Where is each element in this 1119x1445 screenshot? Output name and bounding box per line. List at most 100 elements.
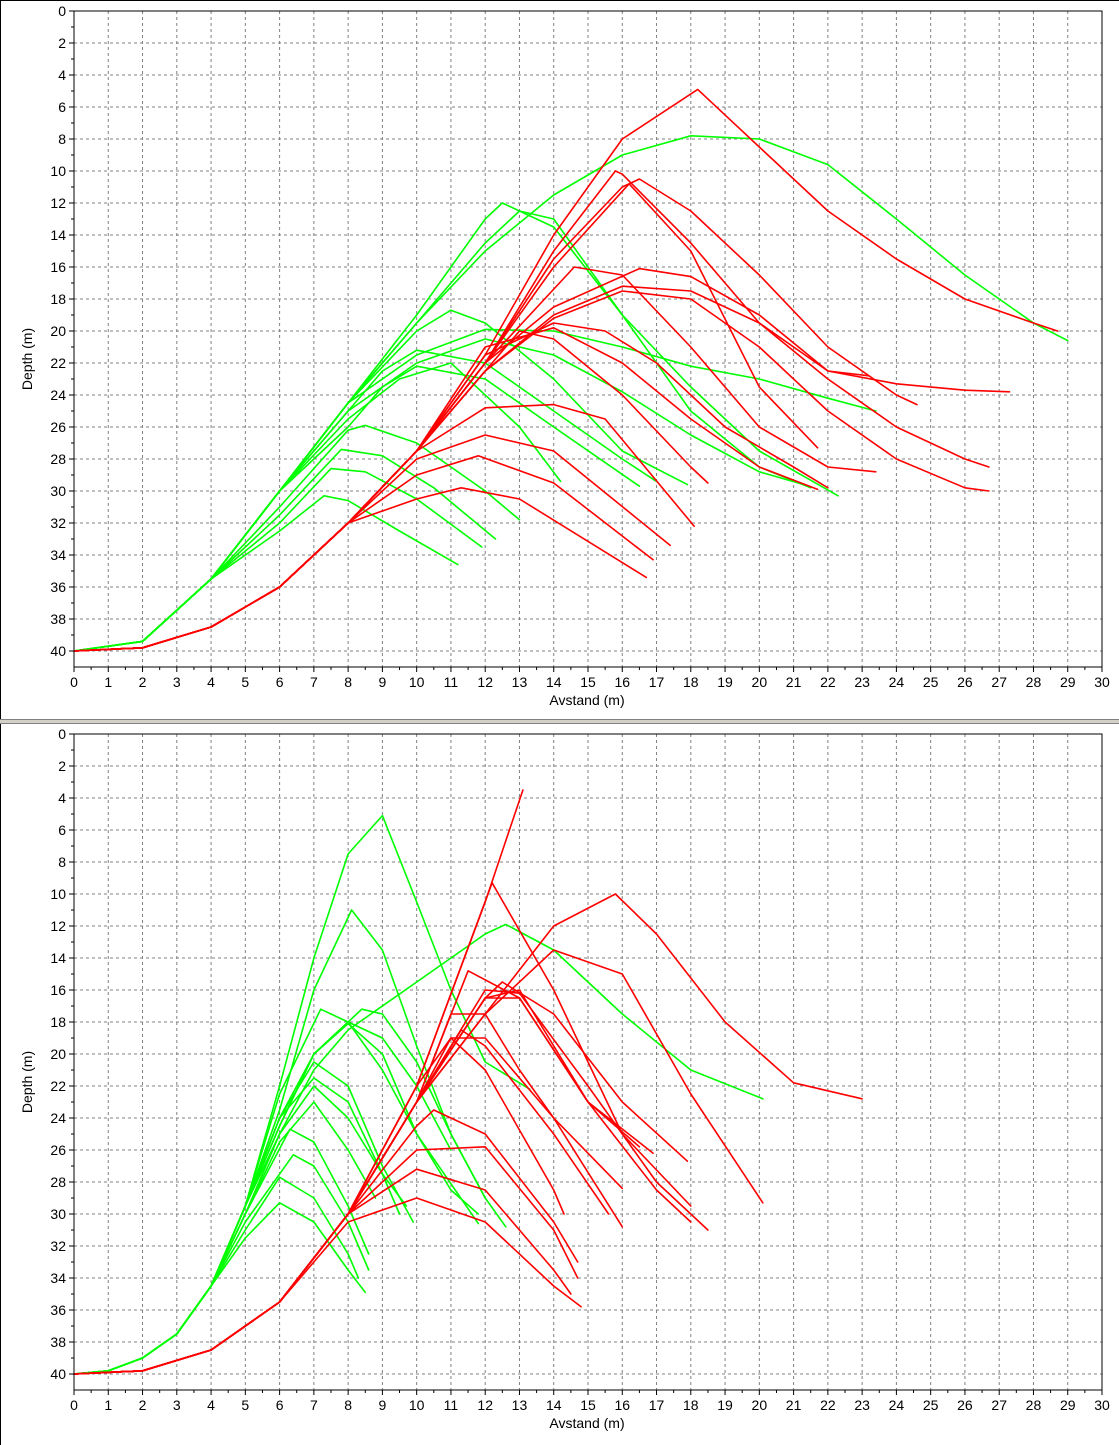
x-tick-label: 9: [379, 1397, 387, 1413]
y-tick-label: 34: [50, 1270, 66, 1286]
x-tick-label: 21: [786, 1397, 802, 1413]
x-axis-label: Avstand (m): [549, 1415, 624, 1431]
y-tick-label: 4: [58, 67, 66, 83]
y-tick-label: 22: [50, 355, 66, 371]
y-tick-label: 30: [50, 483, 66, 499]
x-tick-label: 15: [580, 674, 596, 690]
grid: [73, 10, 1103, 667]
x-tick-label: 8: [344, 674, 352, 690]
x-tick-label: 15: [580, 1397, 596, 1413]
green-trajectory-line: [73, 1128, 370, 1375]
top-chart-panel: 0 1 2 3 4 5 6 7 8 9 10 11 12 13 14 15 16 17 18 19 20 21 22 23 24…: [0, 0, 1119, 721]
red-trajectory-line: [73, 403, 696, 652]
x-tick-label: 22: [820, 674, 836, 690]
x-tick-label: 14: [546, 1397, 562, 1413]
x-tick-label: 27: [991, 674, 1007, 690]
x-tick-label: 28: [1026, 1397, 1042, 1413]
x-tick-label: 4: [207, 1397, 215, 1413]
x-tick-label: 23: [854, 1397, 870, 1413]
x-tick-label: 19: [717, 1397, 733, 1413]
y-tick-label: 12: [50, 195, 66, 211]
x-tick-label: 29: [1060, 674, 1076, 690]
y-tick-label: 26: [50, 1142, 66, 1158]
x-tick-label: 29: [1060, 1397, 1076, 1413]
x-tick-label: 8: [344, 1397, 352, 1413]
x-tick-label: 30: [1094, 674, 1110, 690]
x-tick-label: 30: [1094, 1397, 1110, 1413]
y-tick-label: 20: [50, 1046, 66, 1062]
red-trajectory-line: [73, 267, 1011, 652]
x-tick-label: 17: [649, 674, 665, 690]
bottom-chart-panel: 0 1 2 3 4 5 6 7 8 9 10 11 12 13 14 15 16 17 18 19 20 21 22 23 24…: [0, 724, 1119, 1445]
red-trajectory-line: [73, 330, 709, 652]
y-tick-label: 40: [50, 643, 66, 659]
x-tick-label: 6: [276, 674, 284, 690]
y-tick-label: 38: [50, 611, 66, 627]
x-tick-label: 25: [923, 674, 939, 690]
green-trajectory-line: [73, 135, 1069, 652]
bottom-chart: 0 1 2 3 4 5 6 7 8 9 10 11 12 13 14 15 16 17 18 19 20 21 22 23 24…: [19, 726, 1110, 1431]
y-tick-label: 12: [50, 918, 66, 934]
x-tick-label: 0: [70, 1397, 78, 1413]
x-tick-label: 25: [923, 1397, 939, 1413]
x-tick-label: 28: [1026, 674, 1042, 690]
x-tick-label: 16: [614, 674, 630, 690]
x-tick-label: 5: [241, 1397, 249, 1413]
red-trajectory-line: [73, 1145, 579, 1375]
x-tick-label: 23: [854, 674, 870, 690]
x-tick-label: 19: [717, 674, 733, 690]
green-trajectory-line: [73, 1201, 367, 1375]
green-trajectory-line: [73, 365, 641, 652]
panel-splitter[interactable]: [0, 719, 1119, 724]
x-tick-label: 24: [889, 1397, 905, 1413]
y-tick-label: 20: [50, 323, 66, 339]
red-trajectory-line: [73, 486, 648, 652]
y-tick-label: 2: [58, 35, 66, 51]
x-tick-label: 20: [752, 674, 768, 690]
y-tick-label: 6: [58, 822, 66, 838]
x-tick-label: 18: [683, 674, 699, 690]
y-tick-label: 28: [50, 451, 66, 467]
x-tick-label: 4: [207, 674, 215, 690]
x-tick-label: 16: [614, 1397, 630, 1413]
y-tick-label: 36: [50, 1302, 66, 1318]
y-tick-label: 28: [50, 1174, 66, 1190]
y-tick-label: 0: [58, 3, 66, 19]
x-tick-label: 18: [683, 1397, 699, 1413]
x-tick-label: 12: [477, 1397, 493, 1413]
y-tick-label: 32: [50, 1238, 66, 1254]
x-tick-label: 27: [991, 1397, 1007, 1413]
y-tick-label: 14: [50, 227, 66, 243]
red-trajectory-line: [73, 290, 990, 652]
red-trajectory-line: [73, 1168, 572, 1375]
y-tick-label: 38: [50, 1334, 66, 1350]
red-trajectory-line: [73, 1197, 582, 1375]
y-tick-label: 32: [50, 515, 66, 531]
x-tick-label: 13: [512, 1397, 528, 1413]
x-tick-label: 17: [649, 1397, 665, 1413]
x-tick-label: 22: [820, 1397, 836, 1413]
red-trajectory-line: [73, 1013, 624, 1375]
y-tick-label: 10: [50, 163, 66, 179]
red-trajectory-line: [73, 893, 863, 1375]
x-tick-label: 7: [310, 674, 318, 690]
y-tick-label: 26: [50, 419, 66, 435]
y-tick-label: 24: [50, 1110, 66, 1126]
x-tick-label: 1: [104, 1397, 112, 1413]
red-trajectory-line: [73, 981, 689, 1375]
green-trajectory-line: [73, 362, 562, 652]
x-tick-label: 2: [139, 674, 147, 690]
x-tick-label: 26: [957, 674, 973, 690]
x-tick-label: 7: [310, 1397, 318, 1413]
y-axis-label: Depth (m): [19, 328, 35, 390]
y-tick-label: 14: [50, 950, 66, 966]
y-tick-label: 2: [58, 758, 66, 774]
x-tick-label: 10: [409, 674, 425, 690]
x-tick-label: 21: [786, 674, 802, 690]
y-tick-label: 16: [50, 982, 66, 998]
y-tick-label: 18: [50, 291, 66, 307]
y-tick-label: 36: [50, 579, 66, 595]
red-trajectory-line: [73, 178, 918, 652]
green-trajectory-line: [73, 210, 812, 652]
